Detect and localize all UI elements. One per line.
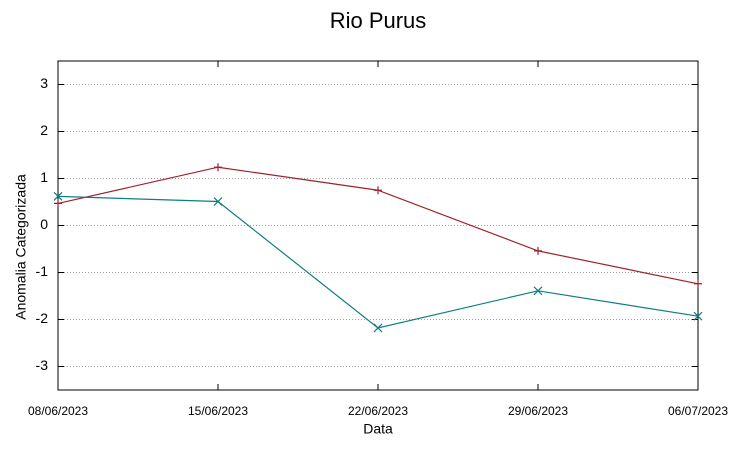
y-axis-label: Anomalia Categorizada (13, 174, 29, 320)
x-axis-label: Data (363, 421, 393, 437)
y-tick-label: -3 (36, 357, 49, 373)
x-tick-label: 15/06/2023 (188, 404, 248, 418)
series-line (57, 195, 699, 329)
x-tick-label: 08/06/2023 (28, 404, 88, 418)
point-marker (54, 199, 62, 208)
x-tick-label: 22/06/2023 (348, 404, 408, 418)
y-tick-label: -1 (36, 263, 49, 279)
y-tick-label: 2 (40, 122, 48, 138)
y-tick-label: 0 (40, 216, 48, 232)
x-tick-label: 29/06/2023 (508, 404, 568, 418)
point-marker (214, 163, 222, 172)
point-marker (534, 246, 542, 255)
point-marker (53, 191, 63, 201)
y-tick-label: 1 (40, 169, 48, 185)
point-marker (693, 311, 703, 321)
point-marker (373, 323, 383, 333)
y-tick-label: 3 (40, 75, 48, 91)
x-tick-label: 06/07/2023 (668, 404, 728, 418)
point-marker (694, 279, 702, 288)
point-marker (213, 197, 223, 206)
chart-title: Rio Purus (330, 8, 427, 33)
point-marker (533, 286, 543, 296)
plot-frame (57, 60, 699, 391)
point-marker (374, 186, 382, 195)
y-tick-label: -2 (36, 310, 49, 326)
